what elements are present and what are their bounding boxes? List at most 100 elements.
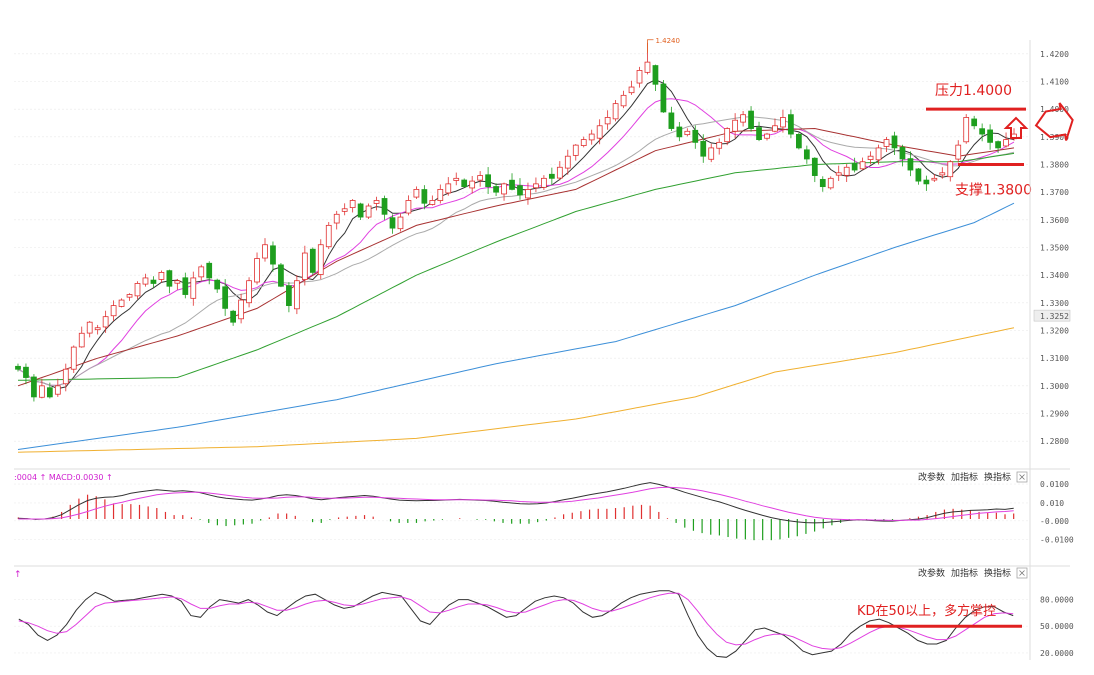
candlestick: [469, 175, 476, 194]
candlestick: [955, 140, 962, 163]
candlestick: [230, 309, 236, 326]
candlestick: [708, 143, 715, 163]
y-tick-label: -0.000: [1040, 517, 1069, 526]
candlestick: [31, 374, 37, 402]
candlestick: [270, 241, 276, 272]
kd-toolbar: 改参数 加指标 换指标: [918, 567, 1011, 579]
candlestick: [278, 262, 284, 288]
y-tick-label: 1.3700: [1040, 188, 1069, 197]
candlestick: [971, 115, 978, 130]
candlestick: [182, 272, 189, 299]
candlestick: [317, 239, 324, 280]
candlestick: [301, 245, 308, 286]
moving-average-lines: [17, 79, 1015, 453]
toolbar-button[interactable]: 换指标: [984, 471, 1011, 483]
macd-histogram: [17, 494, 1015, 541]
candlestick: [150, 276, 157, 288]
macd-panel: :0004 ↑ MACD:0.0030 ↑ 改参数 加指标 换指标 0.01000.…: [14, 471, 1074, 545]
kd-header: ↑: [14, 570, 22, 580]
candlestick: [509, 173, 515, 191]
candlestick: [238, 293, 244, 324]
y-tick-label: 20.0000: [1040, 649, 1074, 658]
support-annotation: 支撑1.3800: [955, 163, 1032, 199]
resistance-label: 压力1.4000: [935, 83, 1012, 99]
candlestick: [62, 363, 69, 392]
candlestick: [174, 278, 181, 290]
candlestick: [134, 281, 141, 300]
candlestick: [325, 222, 332, 250]
candlestick: [891, 131, 898, 155]
y-tick-label: 1.2800: [1040, 437, 1069, 446]
kd-lines: [18, 590, 1014, 658]
candlestick: [931, 174, 938, 182]
price-grid: [14, 53, 1030, 442]
candlestick: [811, 157, 818, 183]
macd-close-button[interactable]: [1016, 471, 1028, 483]
candlestick: [835, 165, 842, 182]
candlestick: [716, 138, 723, 155]
candlestick: [70, 345, 77, 373]
ma20-line: [17, 116, 1015, 386]
candlestick: [437, 184, 444, 204]
candlestick: [604, 110, 611, 130]
ma30-line: [17, 127, 1015, 387]
kd-panel: ↑ 改参数 加指标 换指标 80.0000 50.0000 20.0000 KD在50以…: [14, 567, 1074, 658]
candlestick: [788, 109, 794, 139]
y-tick-label: 80.0000: [1040, 596, 1074, 605]
candlestick: [445, 177, 452, 196]
candlestick: [780, 109, 786, 133]
y-tick-label: 0.0100: [1040, 480, 1069, 489]
kd-annotation: KD在50以上，多方掌控: [857, 603, 1022, 628]
toolbar-button[interactable]: 改参数: [918, 567, 945, 579]
kd-label: KD在50以上，多方掌控: [857, 603, 996, 619]
arrow-up-icon: [1003, 116, 1029, 139]
candlestick: [987, 124, 993, 150]
candlestick: [198, 264, 205, 281]
candlestick: [851, 157, 858, 173]
candlestick: [405, 195, 412, 216]
kd-close-button[interactable]: [1016, 567, 1028, 579]
candlestick: [94, 324, 101, 335]
candlestick: [46, 382, 53, 399]
toolbar-button[interactable]: 加指标: [951, 471, 978, 483]
candlestick: [612, 100, 619, 122]
candlestick: [684, 128, 691, 137]
toolbar-button[interactable]: 换指标: [984, 567, 1011, 579]
candlestick: [485, 167, 491, 195]
candlestick: [827, 176, 834, 190]
candlestick: [620, 90, 627, 109]
candlestick: [501, 182, 507, 201]
toolbar-button[interactable]: 加指标: [951, 567, 978, 579]
candlestick: [477, 171, 484, 187]
candlestick: [357, 202, 364, 221]
candlestick: [740, 111, 746, 127]
candlestick: [294, 275, 300, 315]
high-marker-pointer: [647, 39, 654, 53]
high-marker-label: 1.4240: [655, 37, 680, 45]
candlestick: [843, 164, 850, 183]
candlestick: [979, 123, 986, 142]
candlestick: [548, 167, 555, 186]
current-price-box: [1033, 309, 1071, 322]
candlestick: [572, 144, 579, 161]
macd-header: :0004 ↑ MACD:0.0030 ↑: [14, 473, 113, 482]
y-tick-label: 1.3800: [1040, 161, 1069, 170]
candlestick: [373, 196, 380, 211]
candlestick: [660, 80, 667, 113]
toolbar-button[interactable]: 改参数: [918, 471, 945, 483]
candlestick: [819, 176, 826, 192]
y-tick-label: -0.0100: [1040, 536, 1074, 545]
y-tick-label: 1.3300: [1040, 299, 1069, 308]
candlestick: [461, 178, 468, 188]
candlestick: [286, 282, 292, 313]
candlestick: [86, 320, 93, 338]
candlestick: [580, 136, 587, 148]
y-tick-label: 1.3400: [1040, 271, 1069, 280]
y-tick-label: 1.3600: [1040, 216, 1069, 225]
candlestick: [700, 134, 707, 163]
candlestick: [222, 279, 229, 316]
candlestick: [596, 119, 603, 145]
y-tick-label: 50.0000: [1040, 622, 1074, 631]
candlestick: [54, 378, 61, 397]
candlestick: [389, 214, 396, 234]
